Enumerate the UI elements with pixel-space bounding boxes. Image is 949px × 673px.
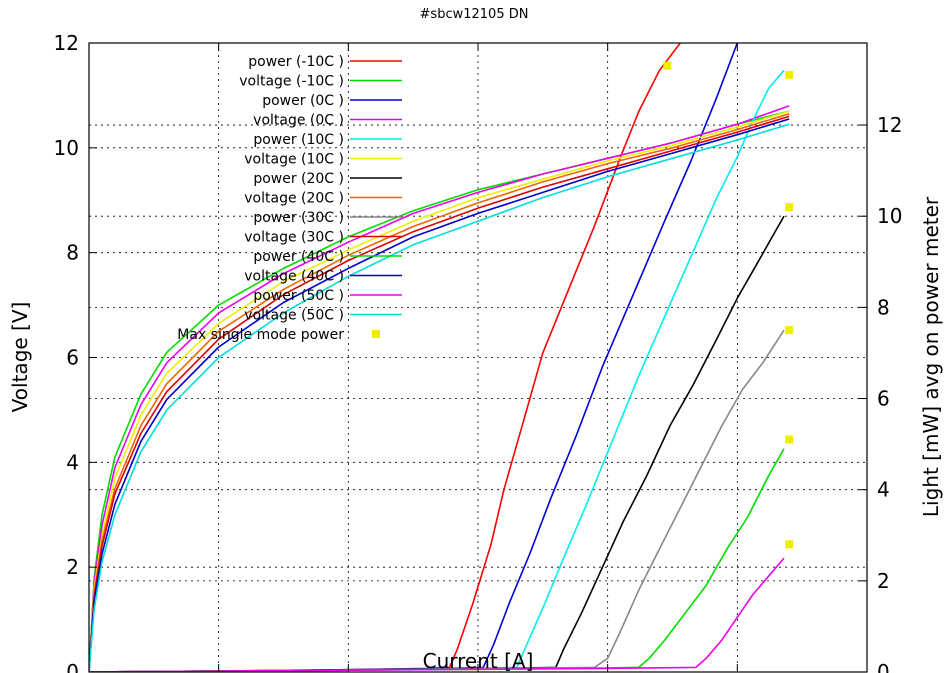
legend-label: voltage (0C ) [253,113,344,129]
y2-tick-label: 4 [877,478,890,502]
legend-marker-swatch [372,330,380,338]
y2-tick-label: 8 [877,295,890,319]
series-line-11 [89,118,790,672]
series-line-12 [89,557,785,672]
legend-label: voltage (10C ) [244,152,344,168]
series-line-10 [89,448,785,672]
marker-point [663,61,672,70]
y-tick-label: 12 [54,31,79,55]
series-line-5 [89,110,790,672]
legend-label: power (0C ) [262,93,344,109]
y-tick-label: 8 [66,241,79,265]
series-line-9 [89,115,790,672]
series-line-1 [89,110,790,672]
y2-tick-label: 6 [877,387,890,411]
y-tick-label: 4 [66,450,79,474]
y2-axis-label: Light [mW] avg on power meter [919,196,943,517]
series-line-6 [89,215,785,672]
series-line-4 [89,69,785,672]
marker-point [785,203,794,212]
marker-layer [663,61,794,549]
y-tick-label: 2 [66,555,79,579]
legend-label: voltage (40C ) [244,269,344,285]
y2-tick-label: 10 [877,204,902,228]
legend-label: Max single mode power [177,327,344,343]
y-axis-label: Voltage [V] [8,302,32,413]
y2-tick-label: 2 [877,569,890,593]
legend-label: power (50C ) [253,288,344,304]
series-line-7 [89,113,790,672]
x-axis-label: Current [A] [423,649,534,673]
series-line-13 [89,123,790,672]
series-line-3 [89,105,790,672]
legend-label: voltage (-10C ) [239,74,344,90]
chart-title: #sbcw12105 DN [420,7,529,22]
legend-label: power (40C ) [253,249,344,265]
legend-label: voltage (30C ) [244,230,344,246]
y2-tick-label: 0 [877,660,890,673]
y-tick-label: 10 [54,136,79,160]
legend-label: voltage (50C ) [244,308,344,324]
grid [89,43,867,672]
legend-label: power (10C ) [253,132,344,148]
y2-tick-label: 12 [877,113,902,137]
series-layer [89,43,790,672]
axis-ticks: 00.050.10.150.20.250.3024681012024681012 [54,31,903,673]
y-tick-label: 6 [66,346,79,370]
marker-point [785,326,794,335]
legend-label: power (20C ) [253,171,344,187]
marker-point [785,70,794,79]
y-tick-label: 0 [66,660,79,673]
legend-label: power (30C ) [253,210,344,226]
legend: power (-10C ) voltage (-10C ) power (0C ) v… [177,54,402,343]
marker-point [785,435,794,444]
legend-label: voltage (20C ) [244,191,344,207]
legend-label: power (-10C ) [248,54,344,70]
marker-point [785,540,794,549]
